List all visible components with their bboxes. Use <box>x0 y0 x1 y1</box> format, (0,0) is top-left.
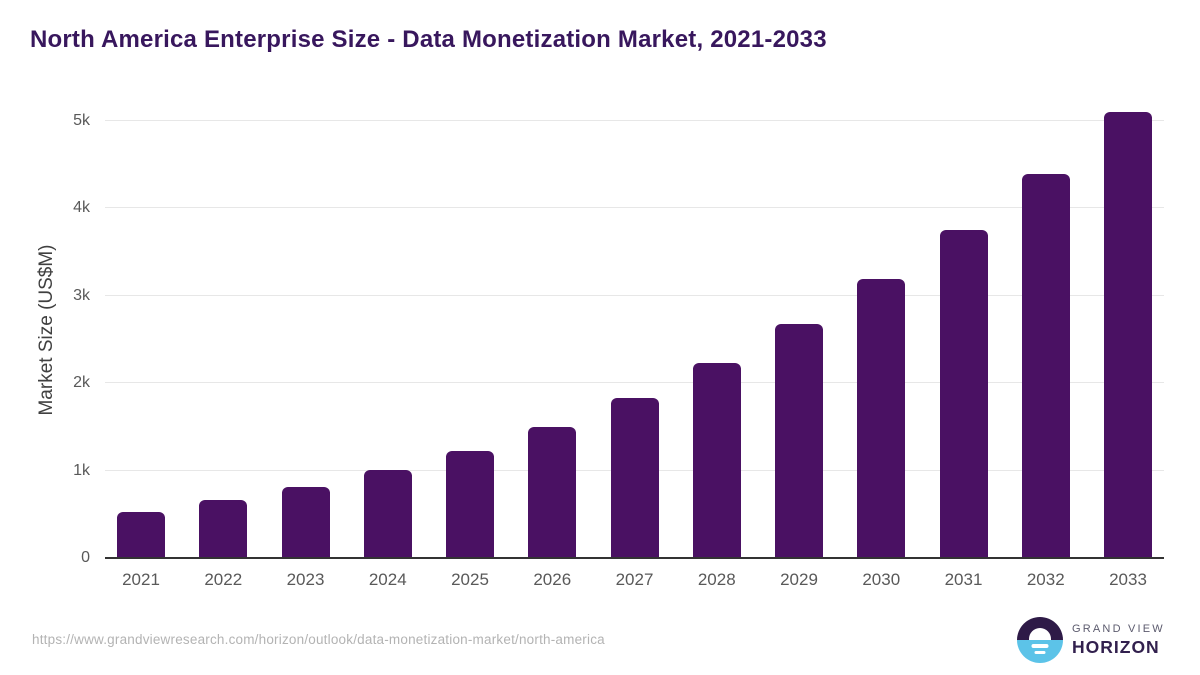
chart-title: North America Enterprise Size - Data Mon… <box>30 26 827 53</box>
x-axis-tick-labels: 2021 2022 2023 2024 2025 2026 2027 2028 2029 2030… <box>105 570 1164 590</box>
grand-view-horizon-logo: GRAND VIEW HORIZON <box>1017 617 1165 663</box>
x-tick-2025: 2025 <box>451 570 489 589</box>
y-tick-1k: 1k <box>73 461 90 479</box>
y-tick-5k: 5k <box>73 111 90 129</box>
gridline-4k <box>105 207 1164 208</box>
bar-2023[interactable] <box>281 487 330 558</box>
x-tick-2032: 2032 <box>1026 570 1065 589</box>
x-tick-2026: 2026 <box>533 570 572 589</box>
x-tick-2024: 2024 <box>368 570 407 589</box>
sun-dome-shape <box>1029 628 1051 640</box>
y-tick-0: 0 <box>81 549 90 566</box>
bar-2026[interactable] <box>528 427 577 558</box>
plot-area <box>105 110 1164 559</box>
x-tick-2022: 2022 <box>204 570 243 589</box>
x-tick-2031: 2031 <box>944 570 983 589</box>
reflection-bar-2 <box>1034 651 1046 654</box>
bar-2022[interactable] <box>199 500 248 558</box>
x-tick-2030: 2030 <box>862 570 901 589</box>
logo-horizon-label: HORIZON <box>1072 636 1160 657</box>
bar-2024[interactable] <box>363 470 412 558</box>
gridline-2k <box>105 382 1164 383</box>
y-axis-tick-labels: 0 1k 2k 3k 4k 5k <box>0 110 90 566</box>
bar-2027[interactable] <box>610 398 659 558</box>
bar-2031[interactable] <box>939 230 988 558</box>
x-tick-2023: 2023 <box>286 570 325 589</box>
bar-2025[interactable] <box>446 451 494 558</box>
logo-text: GRAND VIEW HORIZON <box>1072 623 1165 656</box>
bar-series <box>105 110 1164 558</box>
bar-2029[interactable] <box>775 324 823 558</box>
gridline-3k <box>105 294 1164 296</box>
gridline-5k <box>105 119 1164 121</box>
bar-2021[interactable] <box>117 512 165 558</box>
x-tick-2029: 2029 <box>780 570 818 589</box>
bar-2032[interactable] <box>1021 174 1070 558</box>
logo-grand-view-label: GRAND VIEW <box>1072 623 1165 636</box>
x-tick-2033: 2033 <box>1109 570 1147 589</box>
y-tick-4k: 4k <box>73 199 90 216</box>
y-tick-2k: 2k <box>73 374 90 391</box>
reflection-bar-1 <box>1031 644 1049 648</box>
horizon-sun-icon <box>1017 617 1063 663</box>
x-axis-line <box>105 557 1164 559</box>
source-url: https://www.grandviewresearch.com/horizo… <box>32 632 605 647</box>
x-tick-2027: 2027 <box>615 570 654 589</box>
x-tick-2028: 2028 <box>697 570 736 589</box>
bar-2030[interactable] <box>857 279 906 558</box>
x-tick-2021: 2021 <box>122 570 160 589</box>
bar-2028[interactable] <box>692 363 741 558</box>
y-tick-3k: 3k <box>73 286 90 304</box>
bar-2033[interactable] <box>1104 112 1152 558</box>
